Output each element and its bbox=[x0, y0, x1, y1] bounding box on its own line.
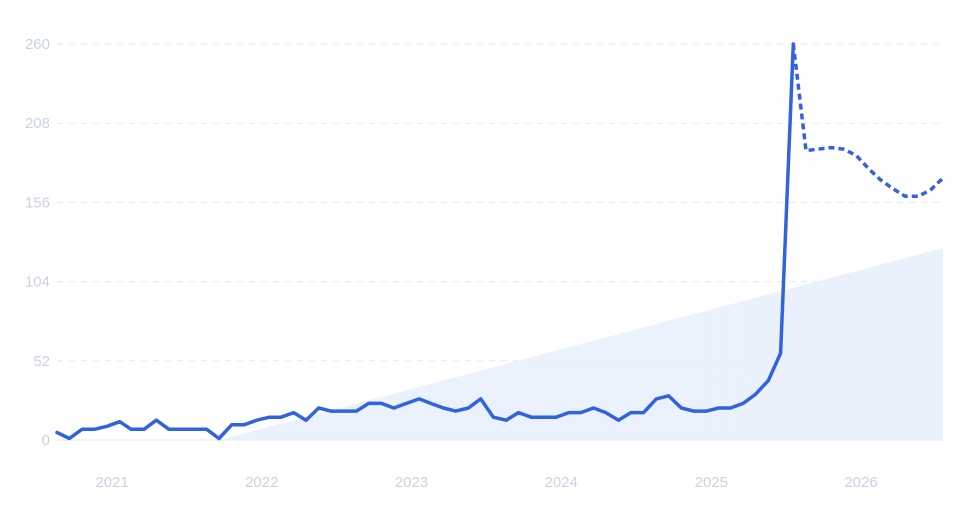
series-lines bbox=[55, 42, 945, 441]
y-tick-label: 156 bbox=[25, 194, 50, 211]
x-tick-label: 2025 bbox=[695, 474, 728, 491]
background-area bbox=[219, 248, 944, 440]
x-tick-label: 2026 bbox=[844, 474, 877, 491]
forecast-series-line bbox=[791, 43, 945, 199]
background-area-shape bbox=[219, 248, 944, 440]
x-tick-label: 2021 bbox=[95, 474, 128, 491]
x-tick-label: 2023 bbox=[395, 474, 428, 491]
y-tick-label: 208 bbox=[25, 115, 50, 132]
y-tick-label: 52 bbox=[33, 353, 50, 370]
x-tick-label: 2024 bbox=[545, 474, 578, 491]
x-tick-label: 2022 bbox=[245, 474, 278, 491]
y-tick-label: 104 bbox=[25, 274, 50, 291]
trend-series-line bbox=[55, 42, 796, 441]
x-axis-ticks: 2021 2022 2023 2024 2025 2026 bbox=[95, 474, 877, 491]
y-tick-label: 0 bbox=[42, 432, 50, 449]
y-tick-label: 260 bbox=[25, 36, 50, 53]
y-axis-ticks: 0 52 104 156 208 260 bbox=[25, 36, 50, 449]
